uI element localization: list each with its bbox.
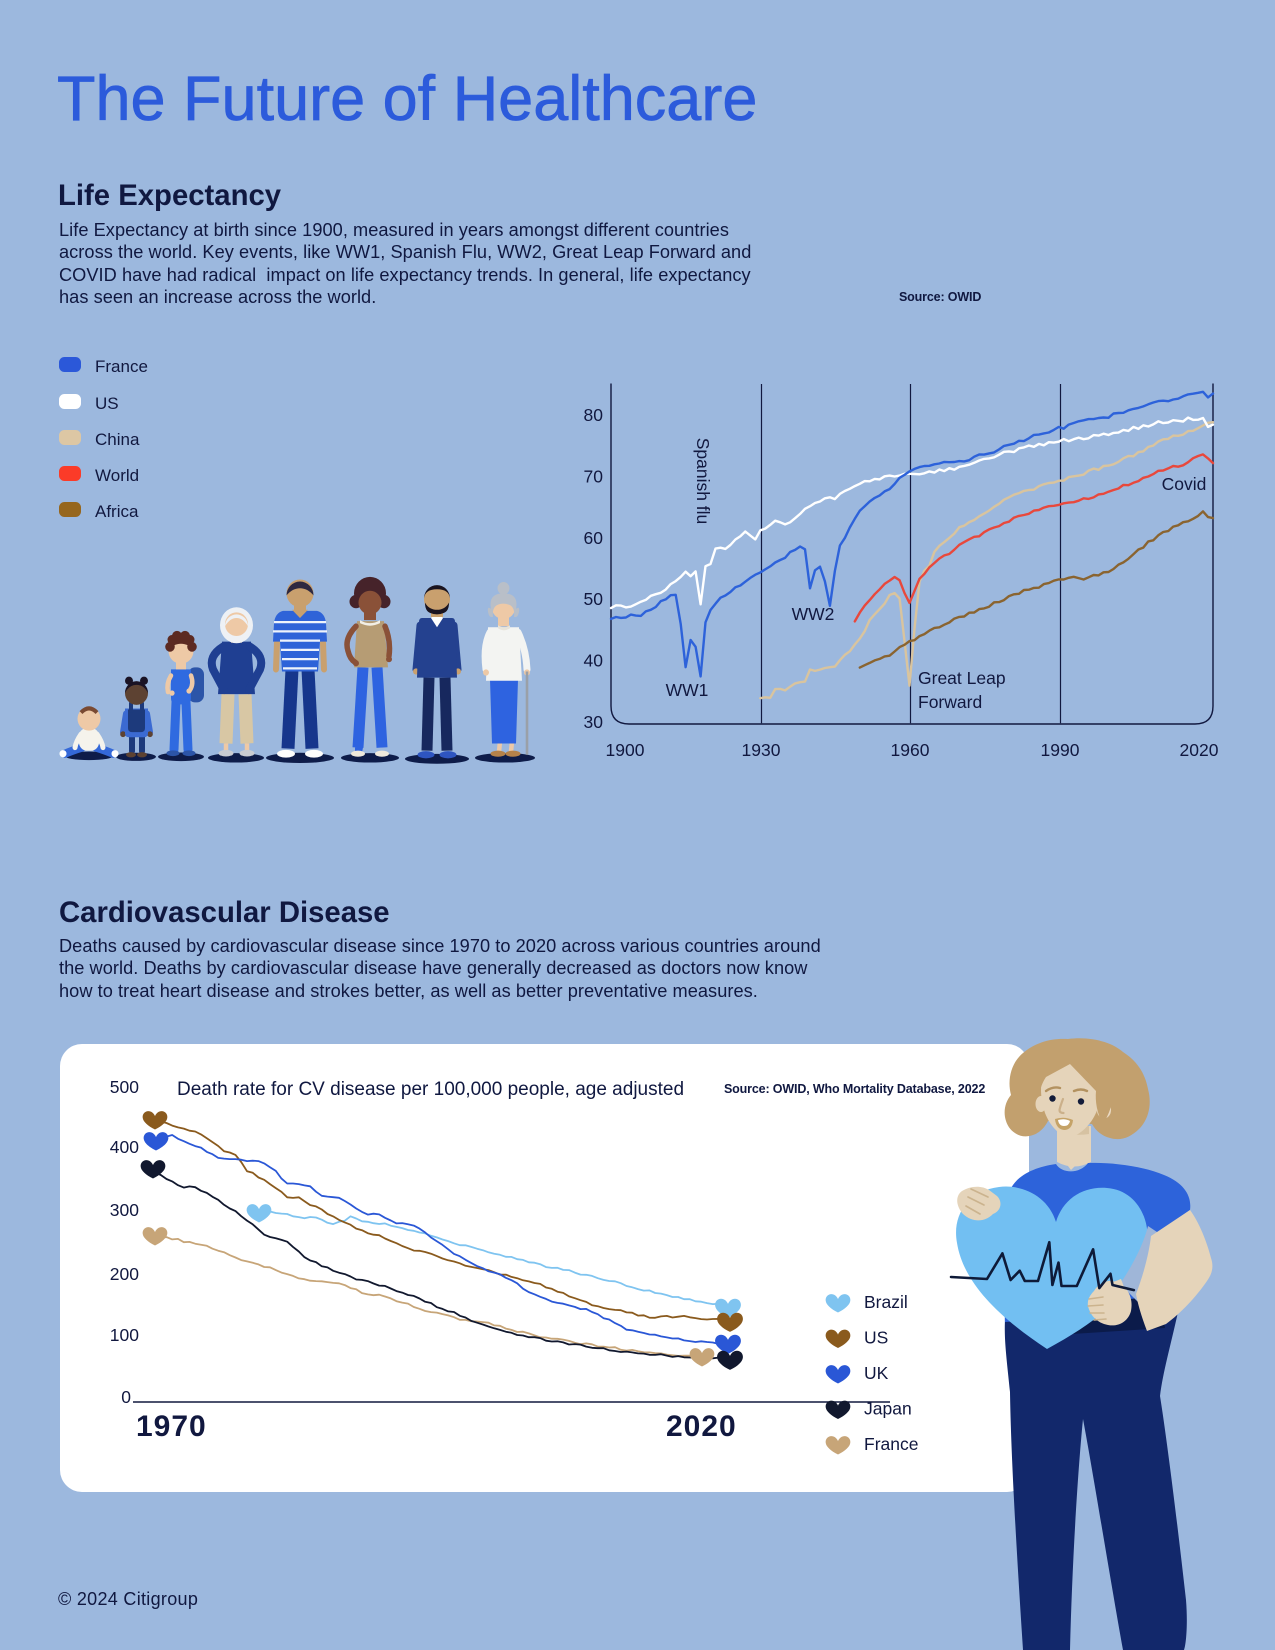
svg-text:500: 500	[110, 1077, 139, 1097]
svg-text:50: 50	[584, 589, 604, 609]
svg-text:400: 400	[110, 1137, 139, 1157]
svg-text:40: 40	[584, 651, 604, 671]
svg-text:1970: 1970	[136, 1410, 207, 1443]
svg-text:2020: 2020	[666, 1410, 737, 1443]
svg-text:1900: 1900	[606, 740, 645, 760]
svg-text:Spanish flu: Spanish flu	[693, 438, 713, 525]
svg-text:60: 60	[584, 528, 604, 548]
svg-text:UK: UK	[864, 1363, 889, 1383]
svg-text:300: 300	[110, 1200, 139, 1220]
svg-text:Japan: Japan	[864, 1399, 912, 1419]
svg-text:France: France	[864, 1434, 918, 1454]
svg-text:1990: 1990	[1041, 740, 1080, 760]
svg-text:100: 100	[110, 1325, 139, 1345]
svg-text:0: 0	[121, 1387, 131, 1407]
svg-text:US: US	[864, 1328, 888, 1348]
svg-text:80: 80	[584, 405, 604, 425]
svg-text:1930: 1930	[742, 740, 781, 760]
svg-text:200: 200	[110, 1264, 139, 1284]
svg-text:Great Leap: Great Leap	[918, 668, 1006, 688]
svg-text:Forward: Forward	[918, 692, 982, 712]
svg-text:1960: 1960	[891, 740, 930, 760]
svg-text:WW1: WW1	[666, 680, 709, 700]
svg-text:70: 70	[584, 466, 604, 486]
svg-text:Covid: Covid	[1162, 474, 1207, 494]
svg-text:30: 30	[584, 712, 604, 732]
svg-text:2020: 2020	[1180, 740, 1219, 760]
svg-text:Brazil: Brazil	[864, 1292, 908, 1312]
svg-text:WW2: WW2	[792, 604, 835, 624]
